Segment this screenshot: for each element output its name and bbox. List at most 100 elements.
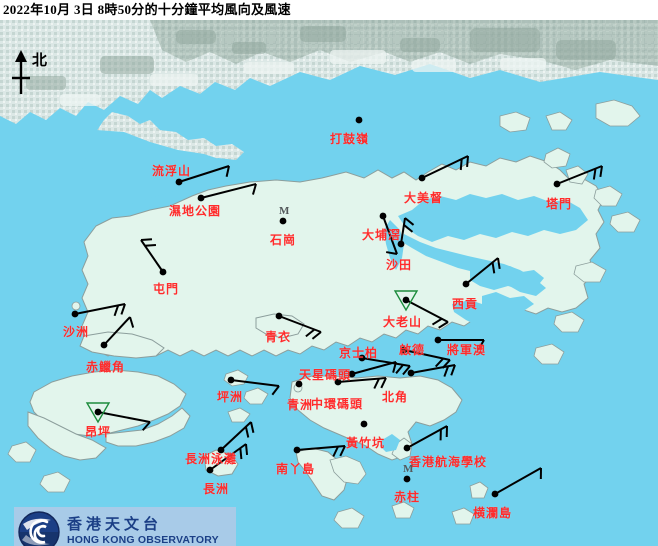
wind-barb-flag	[339, 445, 346, 457]
station-label[interactable]: 香港航海學校	[409, 455, 488, 469]
logo-name-cn: 香港天文台	[67, 517, 163, 533]
wind-barb-flag	[239, 448, 243, 460]
logo-name-en: HONG KONG OBSERVATORY	[67, 534, 219, 546]
chek-lap-kok-island	[79, 331, 165, 359]
wind-barb-flag	[271, 385, 280, 396]
station-label[interactable]: 青衣	[265, 330, 292, 344]
station-dot[interactable]	[462, 280, 470, 288]
station-dot[interactable]	[159, 268, 167, 276]
station-label[interactable]: 西貢	[452, 297, 479, 311]
station-dot[interactable]	[355, 116, 363, 124]
wind-barb-flag	[140, 238, 153, 241]
station-label[interactable]: 長洲	[203, 482, 230, 496]
station-label[interactable]: 黃竹坑	[346, 436, 386, 450]
wind-barb-flag	[434, 357, 444, 368]
missing-data-flag: M	[279, 205, 290, 217]
station-label[interactable]: 濕地公園	[169, 204, 222, 218]
station-label[interactable]: 大埔滘	[362, 228, 402, 242]
station-label[interactable]: 青洲	[287, 398, 314, 412]
station-label[interactable]: 坪洲	[217, 390, 244, 404]
station-label[interactable]: 天星碼頭	[299, 368, 352, 382]
station-dot[interactable]	[434, 336, 442, 344]
station-dot[interactable]	[206, 466, 214, 474]
station-dot[interactable]	[295, 380, 303, 388]
wind-barb-shaft	[74, 303, 126, 315]
station-label[interactable]: 將軍澳	[447, 343, 487, 357]
station-label[interactable]: 赤鱲角	[86, 360, 126, 374]
station-dot[interactable]	[348, 370, 356, 378]
station-label[interactable]: 流浮山	[152, 164, 192, 178]
station-label[interactable]: 大美督	[404, 191, 444, 205]
wind-barb-flag	[431, 317, 443, 326]
station-dot[interactable]	[397, 240, 405, 248]
station-dot[interactable]	[227, 376, 235, 384]
station-dot[interactable]	[197, 194, 205, 202]
wind-barb-flag	[404, 217, 415, 226]
station-dot[interactable]	[402, 296, 410, 304]
wind-barb-flag	[113, 305, 120, 317]
map-canvas[interactable]: 北 打鼓嶺流浮山濕地公園 M 石崗 大美督 塔門大埔滘沙田屯門西貢大老山沙洲 青衣赤鱲角 將…	[0, 20, 658, 546]
station-triangle-marker	[85, 402, 111, 424]
wind-barb-flag	[311, 331, 322, 340]
wind-barb-flag	[402, 365, 411, 376]
station-dot[interactable]	[217, 446, 225, 454]
north-arrow: 北	[6, 48, 62, 98]
station-dot[interactable]	[275, 312, 283, 320]
wind-barb-shaft	[230, 379, 280, 387]
station-dot[interactable]	[491, 490, 499, 498]
station-dot[interactable]	[403, 475, 411, 483]
hko-logo[interactable]: 香港天文台 HONG KONG OBSERVATORY	[14, 507, 236, 546]
station-dot[interactable]	[94, 408, 102, 416]
station-label[interactable]: 長洲泳灘	[185, 452, 238, 466]
station-label[interactable]: 横瀾島	[473, 506, 513, 520]
station-dot[interactable]	[360, 420, 368, 428]
hong-kong-island	[289, 375, 463, 461]
station-label[interactable]: 石崗	[270, 233, 297, 247]
station-dot[interactable]	[71, 310, 79, 318]
station-label[interactable]: 沙田	[386, 258, 413, 272]
station-dot[interactable]	[400, 346, 408, 354]
wind-barb-shaft	[351, 361, 397, 375]
wind-barb-flag	[225, 165, 230, 177]
wind-barb-shaft	[465, 257, 499, 285]
station-label[interactable]: 南丫島	[276, 462, 316, 476]
station-label[interactable]: 啟德	[399, 343, 426, 357]
station-label[interactable]: 赤柱	[394, 490, 421, 504]
map-geography	[0, 20, 658, 546]
station-dot[interactable]	[379, 212, 387, 220]
station-label[interactable]: 京士柏	[339, 346, 379, 360]
wind-barb-flag	[142, 421, 151, 431]
page-title: 2022年10月 3日 8時50分的十分鐘平均風向及風速	[0, 0, 658, 20]
station-marker-layer	[71, 116, 561, 498]
station-label[interactable]: 北角	[382, 390, 409, 404]
station-dot[interactable]	[100, 341, 108, 349]
waglan-island	[469, 481, 489, 499]
wind-barb-flag	[491, 262, 496, 274]
station-dot[interactable]	[553, 180, 561, 188]
station-dot[interactable]	[358, 354, 366, 362]
station-label[interactable]: 沙洲	[63, 325, 90, 339]
wind-barb-flag	[395, 364, 404, 374]
station-dot[interactable]	[175, 178, 183, 186]
station-label[interactable]: 大老山	[383, 315, 423, 329]
station-label[interactable]: 中環碼頭	[311, 397, 364, 411]
wind-barb-shaft	[382, 215, 398, 255]
wind-barb-flag	[380, 377, 387, 389]
station-label[interactable]: 屯門	[153, 282, 180, 296]
station-dot[interactable]	[334, 378, 342, 386]
north-label: 北	[32, 53, 48, 69]
hko-spiral-emblem-icon	[17, 510, 61, 546]
station-dot[interactable]	[293, 446, 301, 454]
station-dot[interactable]	[418, 174, 426, 182]
station-dot[interactable]	[279, 217, 287, 225]
station-dot[interactable]	[403, 444, 411, 452]
north-arrow-icon	[12, 50, 30, 94]
station-label[interactable]: 打鼓嶺	[330, 132, 370, 146]
wind-barb-flag	[592, 168, 597, 180]
wind-barb-shaft	[220, 421, 252, 451]
station-label[interactable]: 塔門	[546, 197, 573, 211]
station-dot[interactable]	[407, 369, 415, 377]
station-label[interactable]: 昂坪	[85, 425, 112, 439]
wind-barb-flag	[120, 303, 126, 315]
